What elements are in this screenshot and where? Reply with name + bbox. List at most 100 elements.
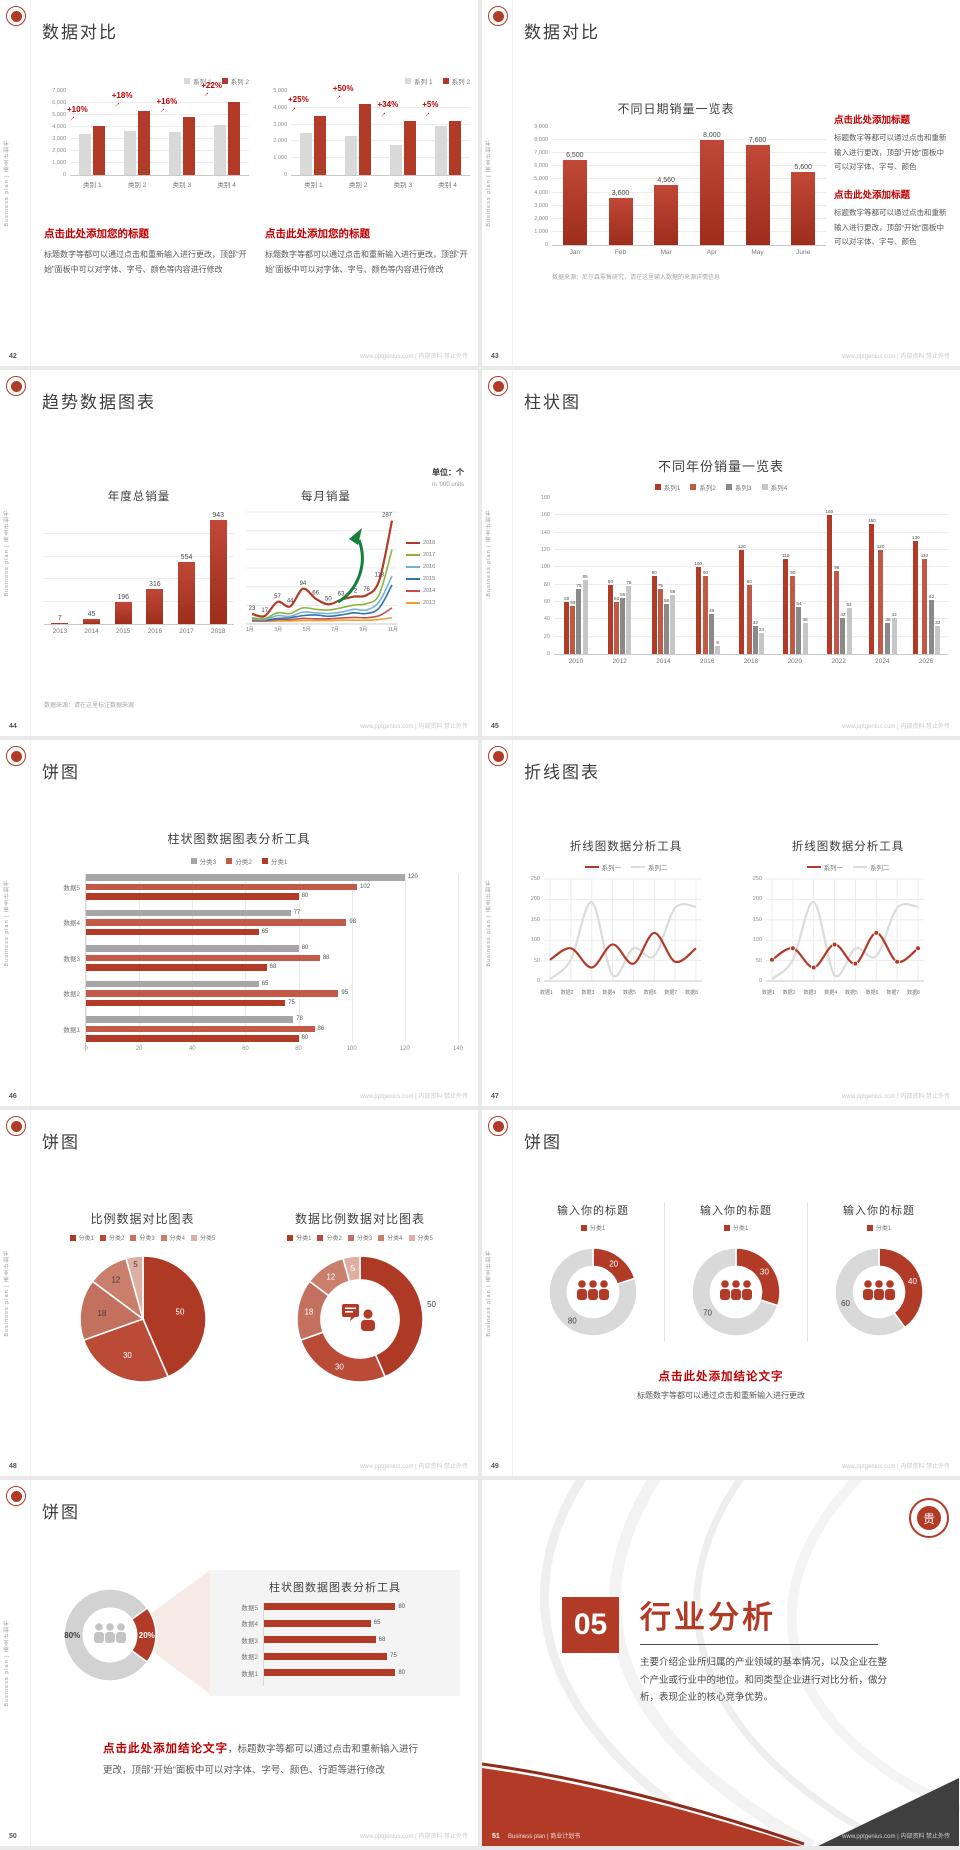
legend-line-swatch — [406, 565, 420, 568]
data-label: 60 — [564, 596, 570, 601]
svg-text:50: 50 — [427, 1300, 436, 1309]
horizontal-bar-chart: 数据5 数据4 数据3 数据2 数据1 0 20 40 60 80 100 120 140 120 102 8… — [46, 874, 463, 1052]
bar: 98 — [86, 919, 356, 926]
legend-item: 2013 — [406, 600, 435, 606]
x-tick-label: 2014 — [656, 658, 671, 665]
data-source-note: 数据来源：请在这里标注数据来源 — [44, 703, 135, 709]
x-tick-label: 2024 — [875, 658, 890, 665]
sidebar-divider — [512, 0, 513, 366]
chart-title: 折线图数据分析工具 — [569, 841, 683, 853]
bar — [664, 603, 670, 654]
legend-item: 系列一 — [584, 862, 621, 872]
page-title: 趋势数据图表 — [42, 393, 156, 412]
legend-line-swatch — [406, 553, 420, 556]
bar — [921, 558, 927, 654]
x-tick-label: 2018 — [210, 628, 226, 635]
legend-label: 2013 — [423, 599, 436, 606]
svg-text:23: 23 — [249, 606, 256, 612]
data-label: 90 — [702, 570, 709, 575]
slide-42: Business plan | 商业计划书 数据对比 系列 1 系列 2 7,00… — [0, 0, 478, 366]
sidebar-vertical-text: Business plan | 商业计划书 — [4, 879, 10, 967]
bar: 95 — [86, 990, 348, 997]
bar — [885, 622, 891, 654]
legend-square-swatch — [866, 1224, 873, 1231]
chart-block-left: 系列 1 系列 2 7,000 6,000 5,000 4,000 3,000 2,000 1… — [44, 76, 249, 189]
annual-sales-block: 年度总销量 7 45 196 316 554 943 2013 2014 2015 2016 201… — [44, 488, 234, 635]
data-label: 102 — [360, 883, 371, 890]
y-tick-label: 0 — [758, 977, 762, 984]
annotation: +22% → — [199, 81, 222, 101]
legend-label: 分类2 — [235, 859, 252, 866]
slide-44: Business plan | 商业计划书 趋势数据图表 单位：个 in '00… — [0, 370, 478, 736]
donut-plot: 50 30 18 12 5 — [296, 1255, 437, 1383]
data-label: 86 — [317, 1025, 325, 1032]
data-label: 65 — [620, 591, 626, 597]
y-tick-label: 3,000 — [52, 136, 66, 142]
plot-area: 7 45 196 316 554 943 — [44, 512, 234, 625]
footer-site-text: www.pptgenius.com | 内部资料 禁止外传 — [360, 724, 468, 730]
bar — [359, 104, 372, 175]
data-label: 943 — [212, 512, 225, 519]
x-tick-label: 数据6 — [643, 990, 657, 996]
y-tick-label: 100 — [530, 937, 540, 944]
grouped-bar-chart: 180 160 140 120 100 80 60 40 20 0 60 55 75 85 80 60 65 78… — [528, 495, 948, 665]
chart-legend: 分类1 分类2 分类3 分类4 分类5 — [255, 1233, 465, 1242]
x-tick-label: 类别 2 — [348, 182, 368, 189]
bar-chart: 9,000 8,000 7,000 6,000 5,000 4,000 3,000 2,000… — [526, 124, 826, 256]
chart-legend: 系列1 系列2 系列3 系列4 — [482, 482, 960, 492]
legend-item: 分类2 — [317, 1233, 342, 1242]
page-title: 饼图 — [42, 1503, 80, 1522]
legend-square-swatch — [160, 1234, 167, 1241]
legend-item: 2014 — [406, 588, 435, 594]
bar-group: +34% → — [375, 91, 426, 175]
y-axis: 250 200 150 100 50 0 — [744, 876, 766, 984]
data-label: 46 — [709, 608, 715, 614]
y-tick-label: 6,000 — [52, 100, 66, 106]
x-tick-label: 2014 — [84, 628, 99, 635]
x-tick-label: 类别 4 — [217, 182, 236, 189]
x-tick-label: 2016 — [147, 628, 163, 635]
plot-area: +25% → +50% → +34% → +5% → — [286, 84, 470, 176]
legend-item: 2016 — [406, 564, 435, 570]
legend-square-swatch — [654, 484, 661, 490]
plot-area: 0 20 40 60 80 100 120 140 120 102 80 77 98 65 80 88 68 65… — [84, 874, 463, 1052]
y-tick-label: 150 — [530, 916, 540, 923]
bar — [670, 595, 676, 654]
bar — [562, 159, 587, 245]
category-label: 数据1 — [241, 1670, 258, 1678]
annotation: +10% → — [65, 105, 88, 125]
sidebar-vertical-text: Business plan | 商业计划书 — [4, 1249, 10, 1337]
footer-site-text: www.pptgenius.com | 内部资料 禁止外传 — [360, 1834, 468, 1840]
legend-item: 系列2 — [690, 482, 716, 492]
bar — [651, 576, 657, 654]
y-tick-label: 40 — [543, 616, 550, 623]
sidebar-divider — [30, 1110, 31, 1476]
svg-text:63: 63 — [338, 592, 345, 598]
bar-group: 120 102 80 — [86, 874, 458, 900]
bar-group: 196 — [107, 512, 139, 624]
legend-square-swatch — [261, 858, 268, 864]
legend-label: 系列 1 — [414, 79, 433, 86]
x-tick-label: 2010 — [568, 658, 584, 665]
y-tick-label: 1,000 — [534, 228, 548, 235]
data-label: 88 — [322, 954, 330, 961]
bar — [300, 133, 313, 175]
annotation: +34% → — [375, 100, 399, 120]
x-tick-label: June — [796, 249, 811, 256]
x-tick-label: Feb — [614, 249, 627, 256]
svg-text:60: 60 — [841, 1299, 850, 1308]
bar-group: 78 86 80 — [86, 1016, 458, 1042]
data-label: 110 — [920, 552, 929, 558]
slide-48: Business plan | 商业计划书 饼图 比例数据对比图表 分类1 分类2… — [0, 1110, 478, 1476]
legend-label: 系列 2 — [451, 79, 470, 86]
footer-site-text: www.pptgenius.com | 内部资料 禁止外传 — [360, 1464, 468, 1470]
bar — [739, 550, 745, 654]
x-tick-label: Mar — [660, 249, 672, 256]
svg-text:40: 40 — [908, 1277, 917, 1286]
text-block: 点击此处添加您的标题 标题数字等都可以通过点击和重新输入进行更改，顶部“开始”面… — [44, 226, 249, 277]
chart-legend: 分类1 — [528, 1223, 658, 1232]
data-label: 85 — [582, 574, 588, 580]
legend-item: 系列1 — [654, 482, 680, 492]
y-axis: 9,000 8,000 7,000 6,000 5,000 4,000 3,000 2,000… — [526, 124, 552, 248]
x-axis: Jan Feb Mar Apr May June — [552, 249, 826, 256]
